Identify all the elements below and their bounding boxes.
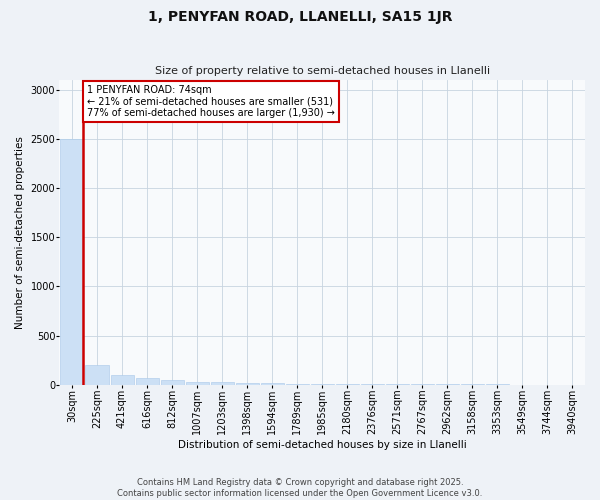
X-axis label: Distribution of semi-detached houses by size in Llanelli: Distribution of semi-detached houses by … <box>178 440 467 450</box>
Text: 1, PENYFAN ROAD, LLANELLI, SA15 1JR: 1, PENYFAN ROAD, LLANELLI, SA15 1JR <box>148 10 452 24</box>
Title: Size of property relative to semi-detached houses in Llanelli: Size of property relative to semi-detach… <box>155 66 490 76</box>
Bar <box>236 383 259 384</box>
Text: Contains HM Land Registry data © Crown copyright and database right 2025.
Contai: Contains HM Land Registry data © Crown c… <box>118 478 482 498</box>
Bar <box>110 375 134 384</box>
Text: 1 PENYFAN ROAD: 74sqm
← 21% of semi-detached houses are smaller (531)
77% of sem: 1 PENYFAN ROAD: 74sqm ← 21% of semi-deta… <box>87 85 335 118</box>
Bar <box>61 139 83 384</box>
Bar <box>161 380 184 384</box>
Bar <box>136 378 158 384</box>
Y-axis label: Number of semi-detached properties: Number of semi-detached properties <box>15 136 25 329</box>
Bar <box>185 382 209 384</box>
Bar <box>211 382 233 384</box>
Bar <box>85 365 109 384</box>
